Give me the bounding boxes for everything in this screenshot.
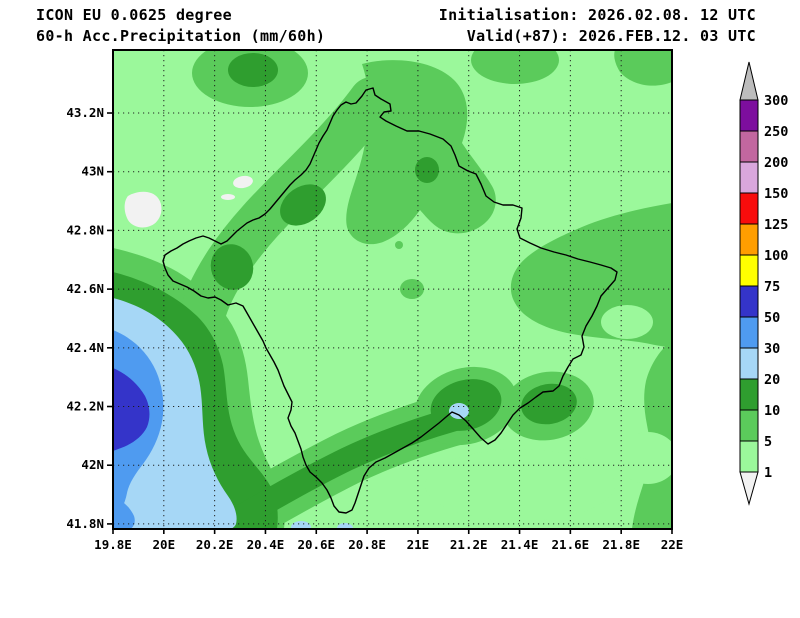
lon-tick-label: 20.8E [348, 537, 386, 552]
colorbar-segment [739, 254, 759, 287]
lon-tick-label: 19.8E [94, 537, 132, 552]
colorbar-level-label: 5 [764, 434, 772, 450]
precip-regions-blue-west [113, 298, 237, 529]
lat-tick-label: 43N [81, 164, 104, 179]
lon-tick-label: 21.2E [450, 537, 488, 552]
colorbar-level-label: 30 [764, 341, 780, 357]
lon-tick-label: 22E [661, 537, 684, 552]
init-time: Initialisation: 2026.02.08. 12 UTC [438, 6, 756, 24]
colorbar-level-label: 125 [764, 217, 788, 233]
colorbar-segment [739, 409, 759, 442]
colorbar: 300 250 200 150 125 100 75 50 30 20 10 5 1 [739, 61, 788, 506]
lon-tick-label: 20.4E [247, 537, 285, 552]
lat-tick-label: 42.6N [66, 281, 104, 296]
grid-lines [113, 50, 672, 529]
valid-time: Valid(+87): 2026.FEB.12. 03 UTC [466, 27, 756, 45]
model-title: ICON EU 0.0625 degree [36, 6, 232, 24]
colorbar-level-label: 150 [764, 186, 788, 202]
lat-tick-label: 42.2N [66, 399, 104, 414]
colorbar-level-label: 200 [764, 155, 788, 171]
lon-tick-label: 21.6E [552, 537, 590, 552]
precip-regions-under-1 [124, 175, 253, 228]
colorbar-segment [739, 192, 759, 225]
colorbar-over-arrow [739, 61, 759, 101]
colorbar-level-label: 50 [764, 310, 780, 326]
axis-ticks [107, 112, 673, 534]
colorbar-under-arrow [739, 471, 759, 506]
lon-tick-label: 21.4E [501, 537, 539, 552]
kosovo-border [162, 87, 618, 514]
colorbar-level-label: 10 [764, 403, 780, 419]
colorbar-segment [739, 316, 759, 349]
colorbar-level-label: 100 [764, 248, 788, 264]
colorbar-segment [739, 378, 759, 411]
colorbar-segment [739, 285, 759, 318]
colorbar-segment [739, 99, 759, 132]
colorbar-level-label: 1 [764, 465, 772, 481]
colorbar-segment [739, 161, 759, 194]
lon-tick-label: 20.2E [196, 537, 234, 552]
lon-tick-label: 20.6E [297, 537, 335, 552]
product-title: 60-h Acc.Precipitation (mm/60h) [36, 27, 326, 45]
colorbar-segment [739, 223, 759, 256]
precip-field [113, 50, 672, 529]
axis-labels: 19.8E 20E 20.2E 20.4E 20.6E 20.8E 21E 21.2E 21.4… [66, 105, 683, 552]
lat-tick-label: 43.2N [66, 105, 104, 120]
lat-tick-label: 41.8N [66, 516, 104, 531]
lat-tick-label: 42N [81, 457, 104, 472]
lon-tick-label: 21E [407, 537, 430, 552]
lat-tick-label: 42.4N [66, 340, 104, 355]
colorbar-level-label: 20 [764, 372, 780, 388]
colorbar-level-label: 250 [764, 124, 788, 140]
lon-tick-label: 20E [153, 537, 176, 552]
colorbar-level-label: 75 [764, 279, 780, 295]
colorbar-segment [739, 440, 759, 473]
colorbar-segment [739, 130, 759, 163]
colorbar-level-label: 300 [764, 93, 788, 109]
lon-tick-label: 21.8E [602, 537, 640, 552]
colorbar-segment [739, 347, 759, 380]
lat-tick-label: 42.8N [66, 222, 104, 237]
